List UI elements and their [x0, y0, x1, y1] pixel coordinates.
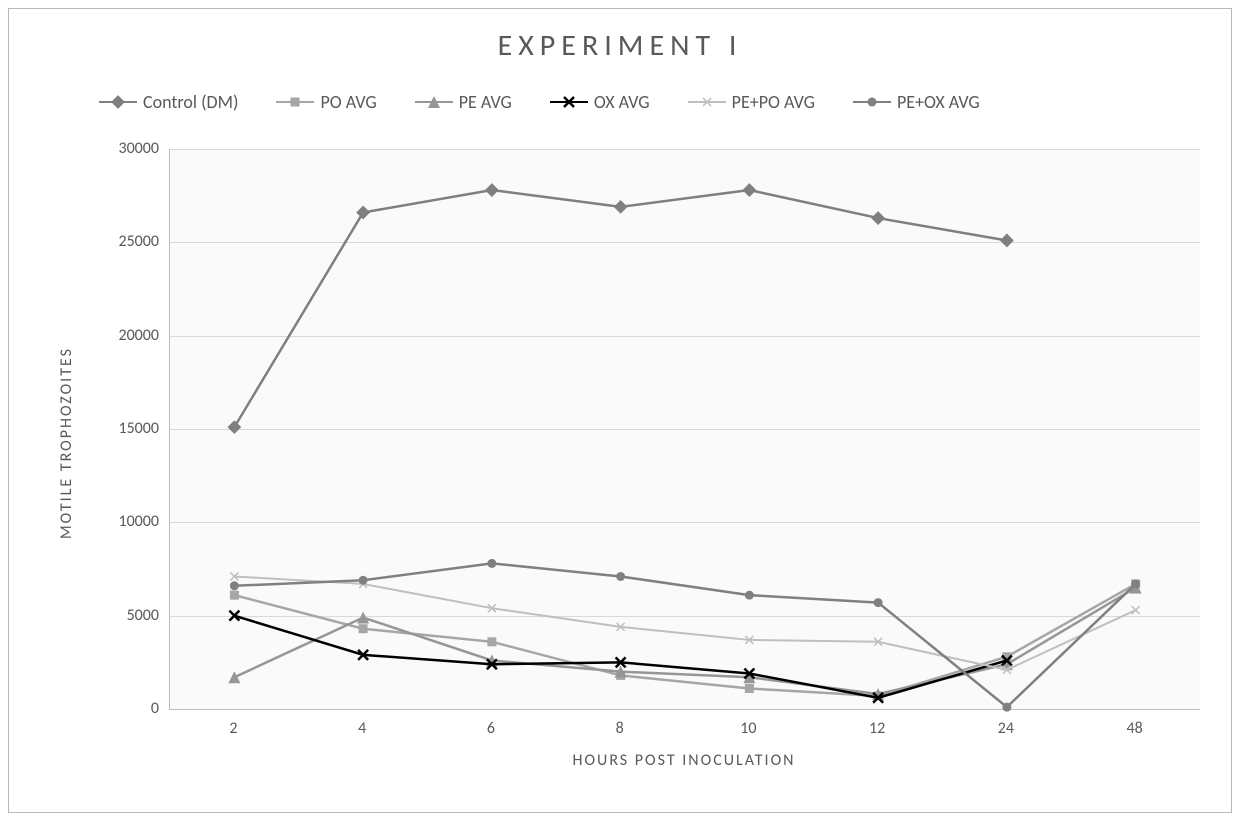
- series-marker: [616, 572, 625, 581]
- series-marker: [745, 591, 754, 600]
- legend-label: PE AVG: [459, 91, 512, 113]
- series-marker: [230, 581, 239, 590]
- series-marker: [356, 206, 370, 220]
- series-marker: [1132, 606, 1140, 614]
- y-tick-label: 25000: [89, 232, 159, 251]
- series-line: [234, 616, 1007, 698]
- legend-swatch: [688, 95, 726, 109]
- x-tick-label: 2: [229, 719, 237, 738]
- legend: Control (DM) PO AVG PE AVG OX AVG PE+PO AVG P…: [99, 91, 1191, 113]
- legend-item: PE+PO AVG: [688, 91, 815, 113]
- x-axis-title: HOURS POST INOCULATION: [169, 751, 1199, 770]
- legend-swatch: [550, 95, 588, 109]
- legend-item: OX AVG: [550, 91, 650, 113]
- series-svg: [170, 149, 1200, 709]
- y-tick-label: 15000: [89, 419, 159, 438]
- legend-swatch: [415, 95, 453, 109]
- legend-item: PE+OX AVG: [853, 91, 980, 113]
- series-marker: [1002, 703, 1011, 712]
- x-tick-label: 6: [487, 719, 495, 738]
- y-tick-label: 5000: [89, 606, 159, 625]
- x-tick-label: 48: [1127, 719, 1143, 738]
- x-tick-label: 4: [358, 719, 366, 738]
- series-marker: [487, 637, 496, 646]
- series-marker: [487, 559, 496, 568]
- x-tick-label: 12: [869, 719, 885, 738]
- series-marker: [227, 420, 241, 434]
- series-marker: [745, 684, 754, 693]
- legend-item: PO AVG: [276, 91, 376, 113]
- series-marker: [485, 183, 499, 197]
- x-tick-label: 24: [998, 719, 1014, 738]
- series-line: [234, 588, 1135, 694]
- chart-frame: EXPERIMENT I Control (DM) PO AVG PE AVG OX …: [8, 8, 1232, 813]
- y-tick-label: 30000: [89, 139, 159, 158]
- series-marker: [1000, 234, 1014, 248]
- y-axis-title: MOTILE TROPHOZOITES: [57, 347, 76, 539]
- legend-swatch: [99, 95, 137, 109]
- series-marker: [742, 183, 756, 197]
- legend-label: OX AVG: [594, 91, 650, 113]
- series-line: [234, 190, 1007, 427]
- chart-title: EXPERIMENT I: [9, 27, 1231, 64]
- series-marker: [1131, 579, 1140, 588]
- series-marker: [614, 200, 628, 214]
- plot-area: [169, 149, 1200, 710]
- series-marker: [230, 591, 239, 600]
- x-tick-label: 8: [616, 719, 624, 738]
- legend-label: PO AVG: [320, 91, 376, 113]
- series-marker: [871, 211, 885, 225]
- series-marker: [874, 598, 883, 607]
- series-marker: [359, 624, 368, 633]
- legend-label: PE+PO AVG: [732, 91, 815, 113]
- y-tick-label: 10000: [89, 512, 159, 531]
- legend-swatch: [853, 95, 891, 109]
- series-line: [234, 584, 1135, 696]
- legend-label: PE+OX AVG: [897, 91, 980, 113]
- legend-label: Control (DM): [143, 91, 238, 113]
- series-marker: [228, 671, 240, 683]
- x-tick-label: 10: [740, 719, 756, 738]
- legend-swatch: [276, 95, 314, 109]
- legend-item: PE AVG: [415, 91, 512, 113]
- y-tick-label: 0: [89, 699, 159, 718]
- series-marker: [359, 576, 368, 585]
- y-tick-label: 20000: [89, 326, 159, 345]
- series-marker: [357, 612, 369, 624]
- legend-item: Control (DM): [99, 91, 238, 113]
